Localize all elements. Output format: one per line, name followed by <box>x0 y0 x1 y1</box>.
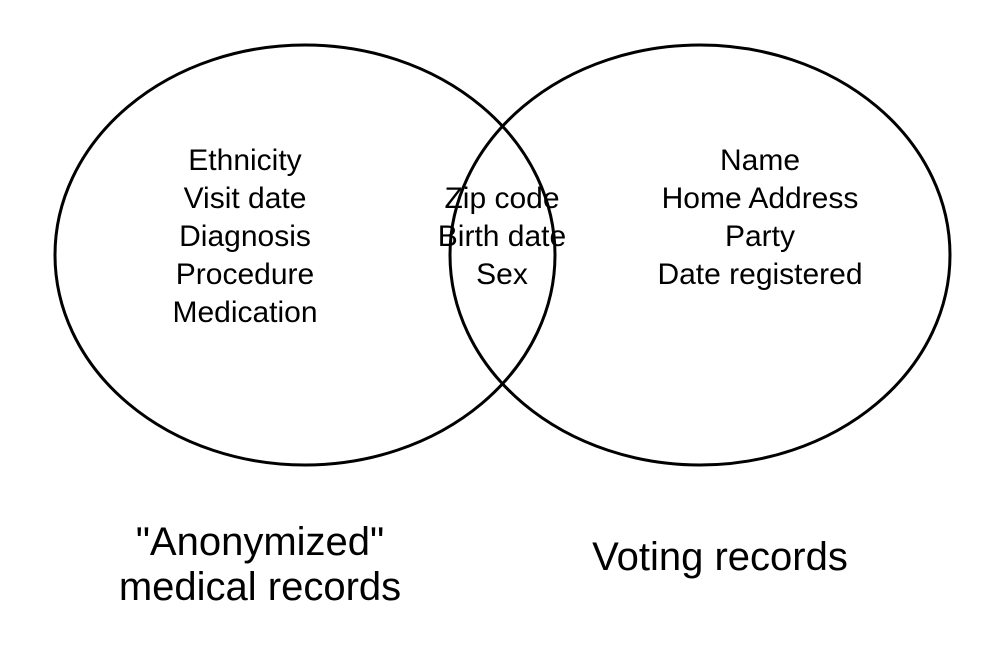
right-item-2: Party <box>725 220 795 253</box>
left-item-3: Procedure <box>176 258 314 291</box>
right-item-1: Home Address <box>662 182 859 215</box>
left-label-line1: "Anonymized" <box>136 520 385 564</box>
right-items-group: Name Home Address Party Date registered <box>657 144 862 291</box>
venn-diagram: Ethnicity Visit date Diagnosis Procedure Med… <box>0 0 1004 645</box>
right-item-3: Date registered <box>657 258 862 291</box>
right-circle <box>450 45 950 465</box>
right-label: Voting records <box>592 535 848 579</box>
right-item-0: Name <box>720 144 800 177</box>
left-circle <box>55 45 555 465</box>
overlap-items-group: Zip code Birth date Sex <box>438 182 566 291</box>
overlap-item-1: Birth date <box>438 220 566 253</box>
left-items-group: Ethnicity Visit date Diagnosis Procedure Med… <box>172 144 317 329</box>
overlap-item-2: Sex <box>476 258 528 291</box>
left-item-0: Ethnicity <box>188 144 301 177</box>
left-item-1: Visit date <box>184 182 307 215</box>
left-item-4: Medication <box>172 296 317 329</box>
overlap-item-0: Zip code <box>444 182 559 215</box>
left-item-2: Diagnosis <box>179 220 311 253</box>
left-label-line2: medical records <box>119 565 401 609</box>
